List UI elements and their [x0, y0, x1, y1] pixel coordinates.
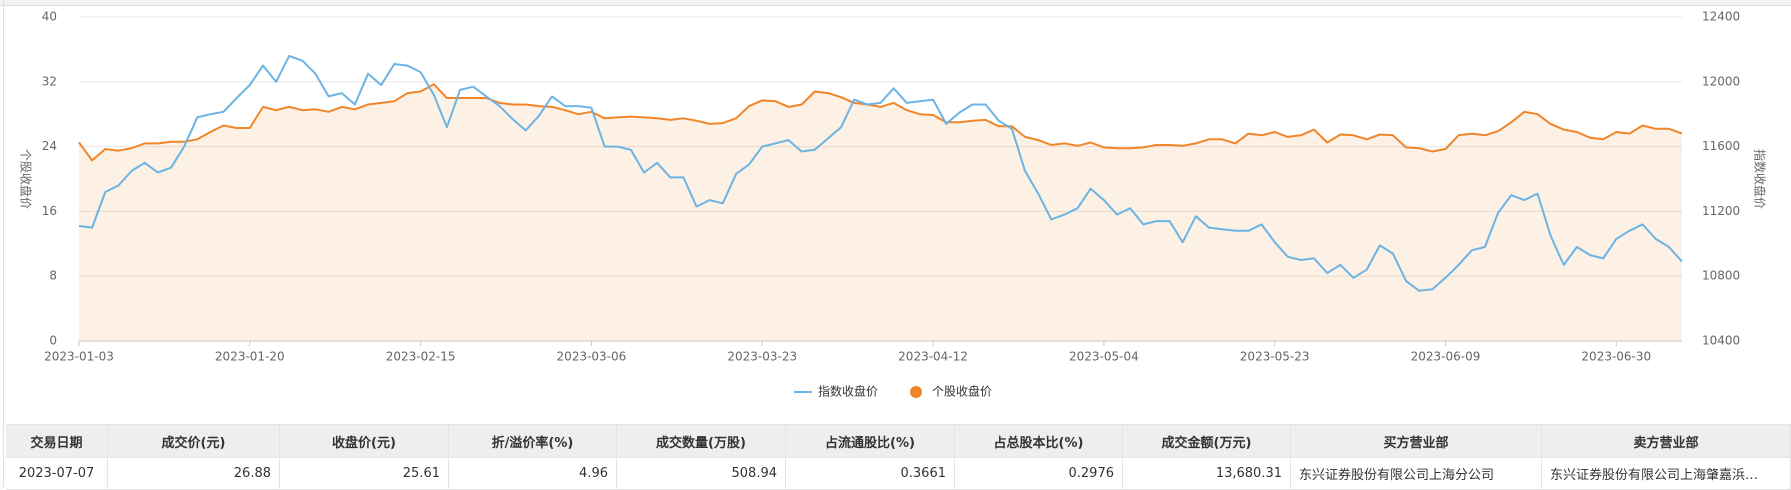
- x-tick-label: 2023-03-06: [557, 350, 627, 364]
- table-cell: 4.96: [449, 458, 617, 489]
- table-cell: 508.94: [617, 458, 786, 489]
- table-cell: 0.2976: [955, 458, 1123, 489]
- table-cell: 13,680.31: [1123, 458, 1291, 489]
- x-tick-label: 2023-06-09: [1411, 350, 1481, 364]
- top-bar: [0, 0, 1791, 6]
- y2-tick-label: 11200: [1702, 204, 1740, 218]
- y-tick-label: 32: [42, 74, 57, 88]
- y2-tick-label: 11600: [1702, 139, 1740, 153]
- y2-tick-label: 12000: [1702, 74, 1740, 88]
- table-cell: 2023-07-07: [6, 458, 108, 489]
- x-tick-label: 2023-04-12: [898, 350, 968, 364]
- header-cell: 占流通股比(%): [786, 425, 955, 457]
- y2-axis-title: 指数收盘价: [1753, 149, 1768, 209]
- header-cell: 卖方营业部: [1542, 425, 1791, 457]
- table-cell: 26.88: [108, 458, 280, 489]
- x-tick-label: 2023-06-30: [1581, 350, 1651, 364]
- header-cell: 折/溢价率(%): [449, 425, 617, 457]
- x-tick-label: 2023-01-20: [215, 350, 285, 364]
- y-tick-label: 0: [49, 334, 57, 348]
- line: [78, 54, 1683, 292]
- header-cell: 买方营业部: [1291, 425, 1542, 457]
- left-border: [3, 0, 4, 487]
- x-tick-label: 2023-01-03: [44, 350, 114, 364]
- x-tick-label: 2023-05-23: [1240, 350, 1310, 364]
- trade-table: 交易日期 成交价(元) 收盘价(元) 折/溢价率(%) 成交数量(万股) 占流通股比(%)…: [6, 424, 1791, 490]
- chart: 个股收盘价 指数收盘价 0 8 16 24 32 40 10400 10800 11200 116…: [19, 10, 1768, 399]
- y-tick-label: 16: [42, 204, 57, 218]
- table-row: 交易日期 成交价(元) 收盘价(元) 折/溢价率(%) 成交数量(万股) 占流通股比(%)…: [6, 424, 1791, 458]
- header-cell: 成交数量(万股): [617, 425, 786, 457]
- table-cell: 25.61: [280, 458, 449, 489]
- y-tick-label: 40: [42, 10, 57, 24]
- header-cell: 占总股本比(%): [955, 425, 1123, 457]
- y-tick-label: 8: [49, 269, 57, 283]
- line: [78, 83, 1683, 162]
- header-cell: 成交价(元): [108, 425, 280, 457]
- table-cell: 东兴证券股份有限公司上海分公司: [1291, 458, 1542, 489]
- y2-tick-label: 10800: [1702, 269, 1740, 283]
- y2-tick-label: 12400: [1702, 10, 1740, 24]
- header-cell: 收盘价(元): [280, 425, 449, 457]
- legend-label: 个股收盘价: [932, 384, 992, 399]
- x-tick-label: 2023-02-15: [386, 350, 456, 364]
- table-cell: 0.3661: [786, 458, 955, 489]
- y-tick-label: 24: [42, 139, 57, 153]
- x-tick-label: 2023-03-23: [727, 350, 797, 364]
- y2-tick-label: 10400: [1702, 334, 1740, 348]
- table-cell: 东兴证券股份有限公司上海肇嘉浜…: [1542, 458, 1791, 489]
- table-row: 2023-07-07 26.88 25.61 4.96 508.94 0.3661 0.29…: [6, 458, 1791, 490]
- header-cell: 成交金额(万元): [1123, 425, 1291, 457]
- y-axis-title: 个股收盘价: [19, 149, 34, 209]
- header-cell: 交易日期: [6, 425, 108, 457]
- legend-label: 指数收盘价: [818, 384, 878, 399]
- legend-symbol: [910, 386, 922, 398]
- area: [79, 84, 1682, 341]
- x-tick-label: 2023-05-04: [1069, 350, 1139, 364]
